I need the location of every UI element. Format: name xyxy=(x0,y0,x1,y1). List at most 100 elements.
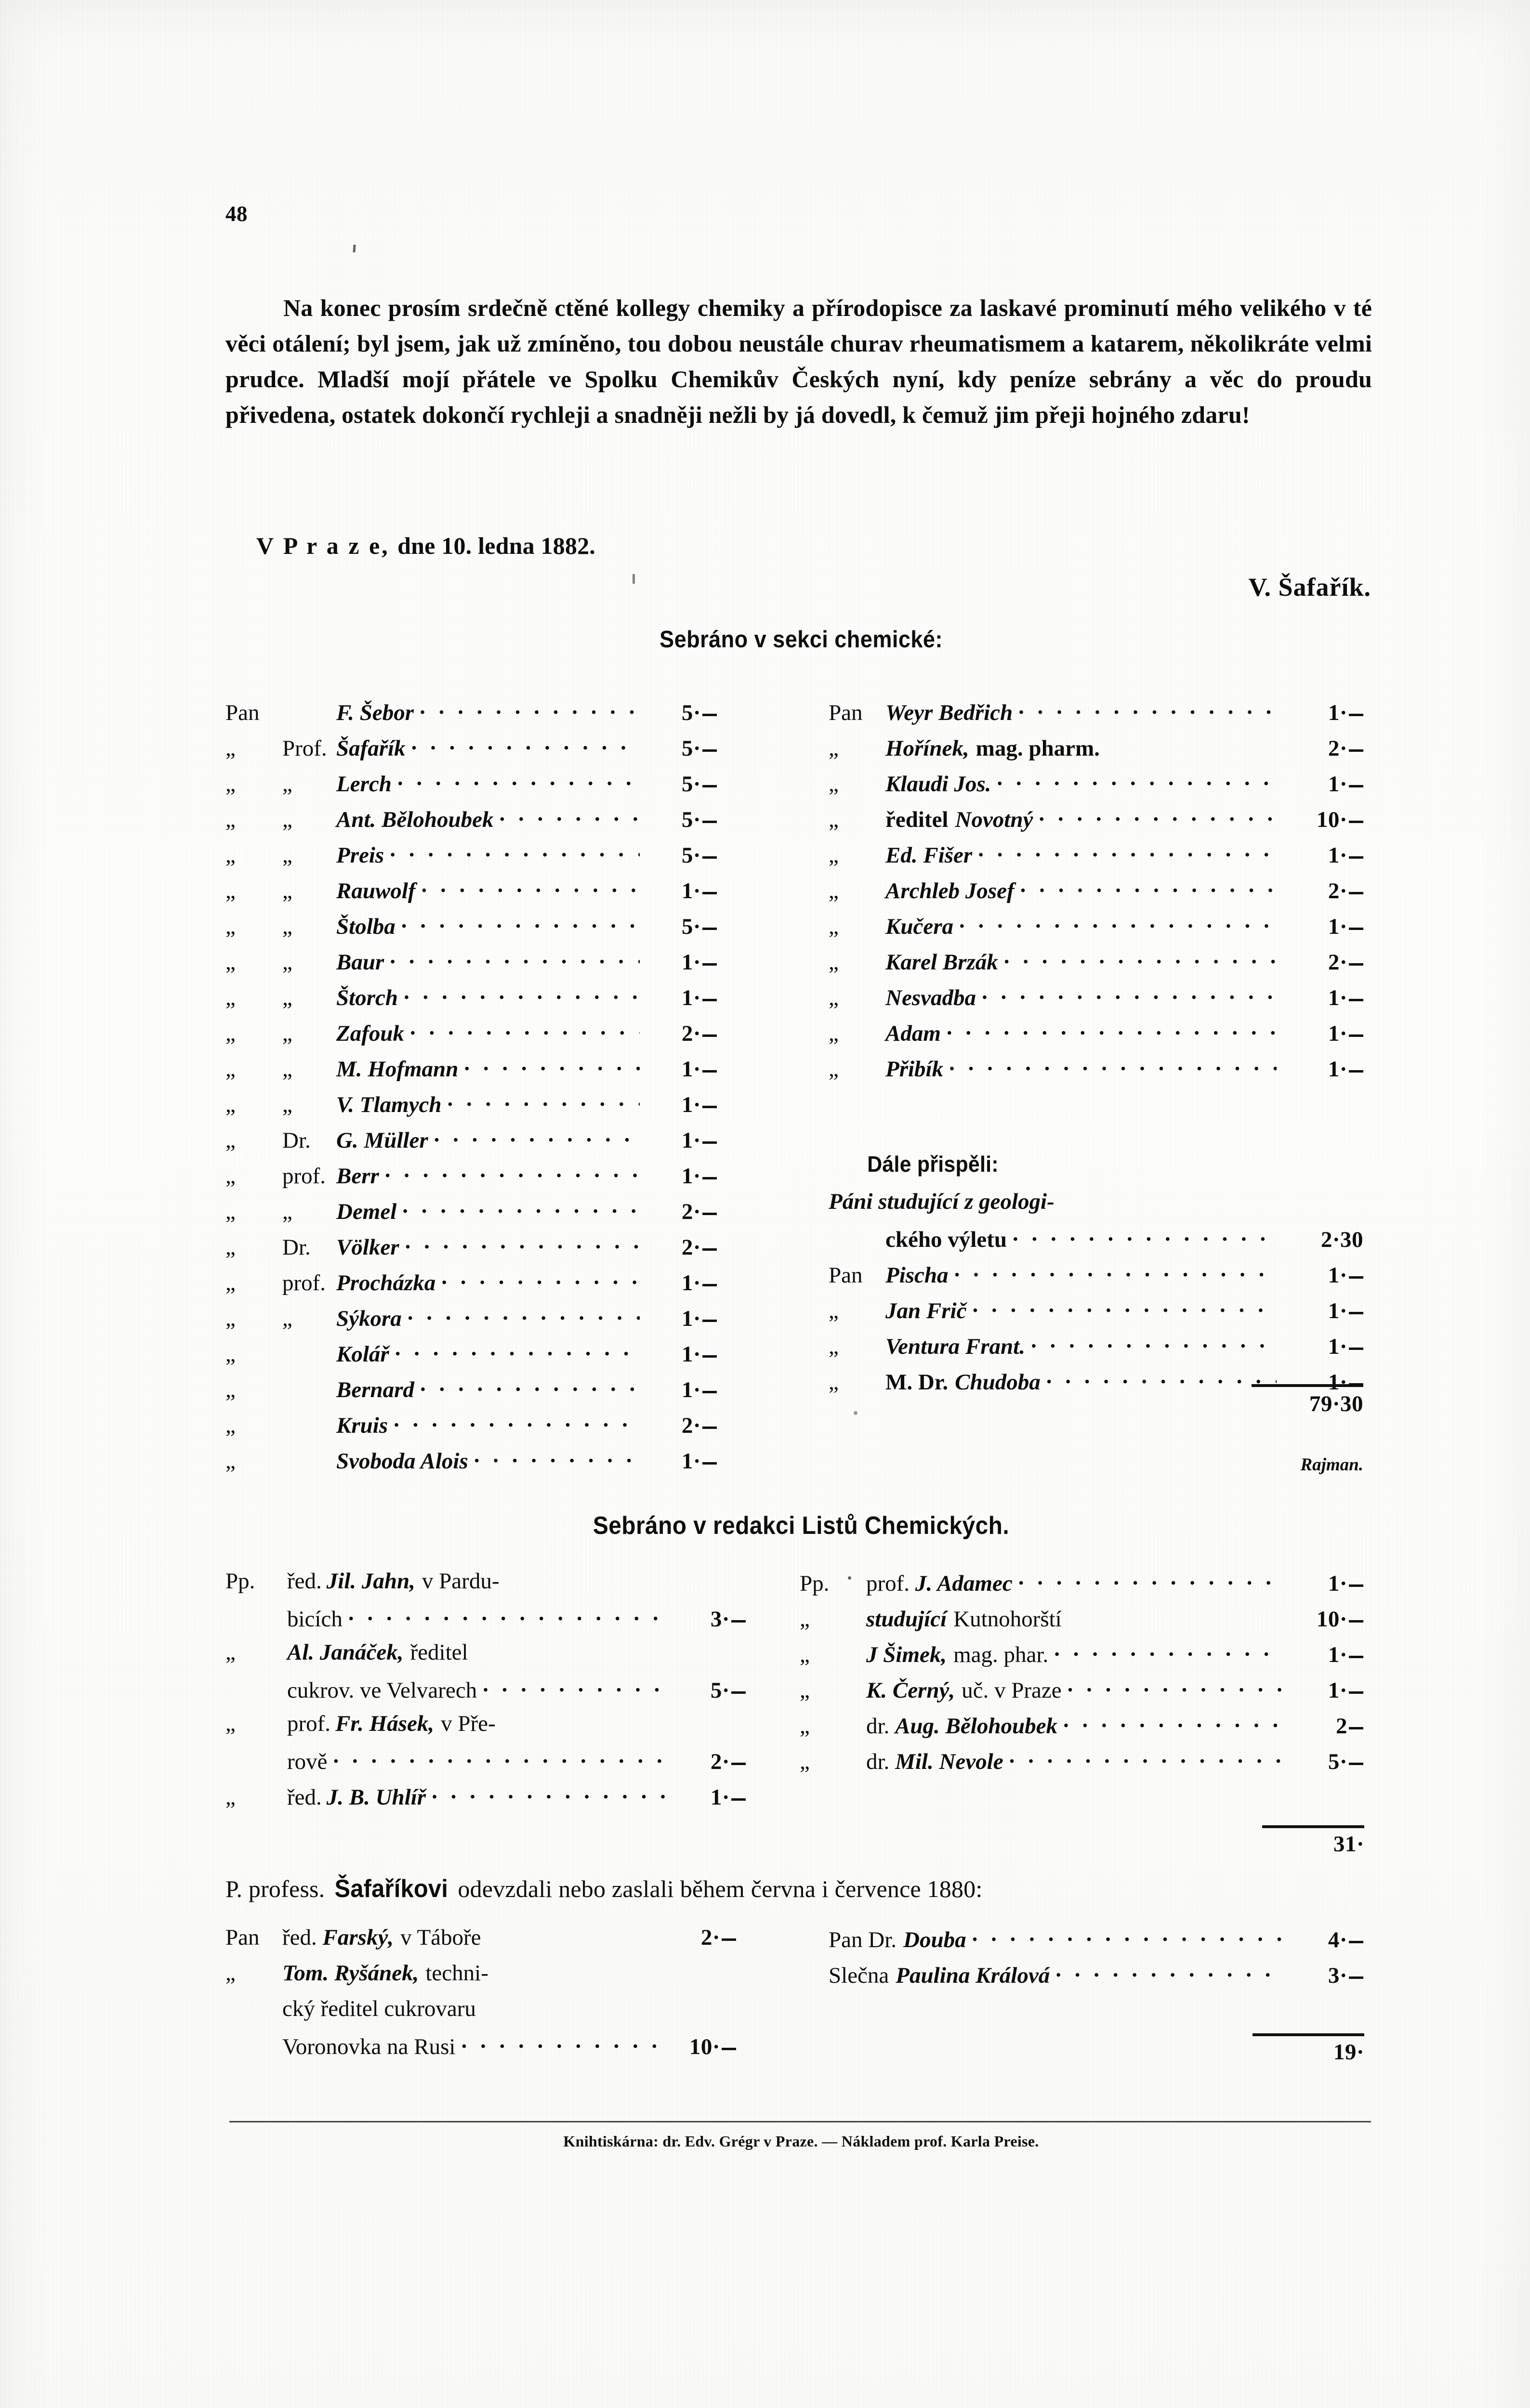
donation-row: „ Dr. Völker 2· xyxy=(225,1232,717,1268)
row-title: „ xyxy=(282,1057,292,1082)
row-title: Prof. xyxy=(282,736,327,761)
amount-dash xyxy=(702,1283,717,1286)
donation-row: „ řed.J. B. Uhlíř 1· xyxy=(225,1782,746,1818)
amount-dash xyxy=(1349,1034,1363,1037)
donation-row: „ Klaudi Jos. 1· xyxy=(829,769,1363,804)
row-prefix: „ xyxy=(225,1199,236,1224)
dot-leader xyxy=(499,804,640,827)
donor-name: Douba xyxy=(903,1927,966,1952)
donation-row: „ Hořínek, mag. pharm. 2· xyxy=(829,733,1363,769)
row-prefix: „ xyxy=(225,914,236,939)
amount-value: 1· xyxy=(1281,771,1363,797)
heading-suffix: odevzdali nebo zaslali během června i če… xyxy=(458,1875,983,1902)
donation-row: „ „ Ant. Bělohoubek 5· xyxy=(225,804,717,840)
row-prefix: Pan Dr. xyxy=(829,1927,897,1952)
row-prefix: „ xyxy=(225,878,236,903)
row-prefix: „ xyxy=(225,1377,236,1402)
amount-dash xyxy=(702,856,717,859)
amount-value: 2· xyxy=(1281,735,1363,761)
row-prefix: „ xyxy=(800,1749,810,1774)
donation-row: „ Karel Brzák 2· xyxy=(829,947,1363,982)
amount-value: 3· xyxy=(1286,1963,1363,1989)
donor-name: Archleb Josef xyxy=(885,878,1015,903)
donor-name: Kučera xyxy=(885,914,953,939)
dot-leader xyxy=(464,1054,640,1076)
row-prefix: „ xyxy=(829,878,839,903)
dot-leader xyxy=(461,2031,659,2054)
row-prefix: „ xyxy=(800,1678,810,1703)
letter-paragraph: Na konec prosím srdečně ctěné kollegy ch… xyxy=(225,294,1372,428)
donation-row: „ „ Lerch 5· xyxy=(225,769,717,804)
donation-row: Pp. prof. J. Adamec 1· xyxy=(800,1568,1363,1604)
colophon-divider xyxy=(229,2121,1371,2122)
dot-leader xyxy=(959,911,1277,934)
amount-value: 1· xyxy=(1286,1677,1363,1703)
row-prefix: „ xyxy=(225,985,236,1010)
amount-dash xyxy=(731,1691,746,1694)
amount-value: 1· xyxy=(645,1092,717,1118)
donor-name: Pischa xyxy=(885,1263,949,1288)
amount-dash xyxy=(702,1319,717,1322)
amount-dash xyxy=(702,785,717,787)
row-title: „ xyxy=(282,772,292,797)
donor-surname: Chudoba xyxy=(955,1370,1041,1395)
amount-dash xyxy=(1349,1976,1363,1979)
donor-affiliation-continued: bicích xyxy=(287,1607,343,1632)
dot-leader xyxy=(405,1232,640,1255)
amount-value: 1· xyxy=(645,1163,717,1189)
donation-row-wrap-line3: Voronovka na Rusi 10· xyxy=(225,2031,736,2067)
donor-name: Weyr Bedřich xyxy=(885,700,1013,725)
row-prefix: „ xyxy=(829,1298,839,1323)
donation-row: „ prof. Procházka 1· xyxy=(225,1268,717,1303)
amount-dash xyxy=(702,713,717,716)
dot-leader xyxy=(348,1604,669,1626)
row-title: „ xyxy=(282,807,292,832)
donation-row: „ studující Kutnohorští 10· xyxy=(800,1604,1363,1639)
dot-leader xyxy=(432,1782,669,1805)
amount-dash xyxy=(1349,1620,1363,1623)
row-title: prof. xyxy=(287,1711,331,1736)
dot-leader xyxy=(404,982,640,1005)
donation-row: Pan řed. Farský, v Táboře 2· xyxy=(225,1924,736,1960)
dateline: V P r a z e, dne 10. ledna 1882. xyxy=(256,532,595,560)
donation-row: „ J Šimek,mag. phar. 1· xyxy=(800,1639,1363,1675)
row-prefix: „ xyxy=(800,1714,810,1739)
amount-dash xyxy=(702,1426,717,1429)
donor-name: Preis xyxy=(336,843,384,868)
donation-row: Slečna Paulina Králová 3· xyxy=(829,1960,1363,1996)
amount-value: 10· xyxy=(1281,807,1363,833)
row-prefix: Pan xyxy=(829,1263,863,1288)
donation-list-section3-left: Pan řed. Farský, v Táboře 2· „ Tom. Ryšánek, t… xyxy=(225,1924,736,2067)
dot-leader xyxy=(474,1446,640,1468)
amount-dash xyxy=(702,1390,717,1393)
row-prefix: „ xyxy=(829,914,839,939)
donor-name: Ant. Bělohoubek xyxy=(336,807,494,832)
row-prefix: Pp. xyxy=(800,1571,830,1596)
scan-artifact xyxy=(854,1411,857,1415)
donation-row: Pan Dr.Douba 4· xyxy=(829,1924,1363,1960)
donation-list-section3-right: Pan Dr.Douba 4· Slečna Paulina Králová 3· xyxy=(829,1924,1363,1996)
donor-name: Völker xyxy=(336,1235,399,1260)
donor-name: Hořínek, xyxy=(885,736,969,761)
donor-name: M. Hofmann xyxy=(336,1057,459,1082)
scan-artifact xyxy=(353,244,356,253)
dot-leader xyxy=(394,1410,640,1433)
row-prefix: „ xyxy=(225,736,236,761)
row-prefix: „ xyxy=(225,1021,236,1046)
amount-value: 2· xyxy=(664,1924,736,1950)
dot-leader xyxy=(1018,1568,1281,1591)
amount-dash xyxy=(702,891,717,894)
donation-row: Pan F. Šebor 5· xyxy=(225,697,717,733)
amount-dash xyxy=(1349,1347,1363,1350)
amount-value: 1· xyxy=(645,949,717,975)
donation-row: „ dr. Mil. Nevole 5· xyxy=(800,1746,1363,1782)
donation-row: „ „ Štorch 1· xyxy=(225,982,717,1018)
donor-name: Farský, xyxy=(322,1925,394,1950)
amount-value: 1· xyxy=(645,1270,717,1296)
donor-name: J. B. Uhlíř xyxy=(326,1785,426,1810)
donor-name: M. Dr. xyxy=(885,1370,949,1395)
dot-leader xyxy=(972,1924,1281,1947)
donor-affiliation: uč. v Praze xyxy=(962,1678,1062,1703)
row-prefix: „ xyxy=(225,1235,236,1260)
